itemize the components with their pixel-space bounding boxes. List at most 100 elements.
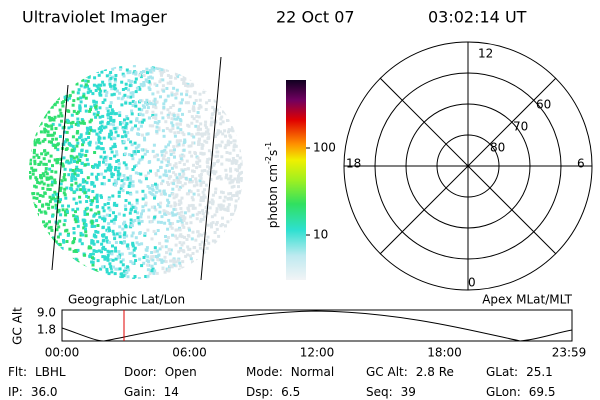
pixel (191, 260, 194, 264)
pixel (38, 247, 42, 251)
pixel (181, 214, 185, 218)
pixel (76, 91, 80, 95)
pixel (83, 266, 87, 270)
pixel (70, 179, 74, 182)
pixel (189, 69, 192, 73)
pixel (127, 153, 131, 157)
pixel (81, 143, 85, 147)
pixel (70, 113, 74, 117)
pixel (153, 99, 157, 103)
pixel (138, 73, 142, 77)
pixel (154, 154, 158, 158)
pixel (44, 167, 48, 171)
pixel (50, 183, 54, 187)
pixel (197, 81, 201, 85)
pixel (127, 88, 130, 92)
pixel (35, 65, 39, 68)
pixel (166, 181, 170, 184)
pixel (172, 179, 176, 182)
pixel (138, 231, 142, 234)
pixel (178, 154, 182, 158)
pixel (31, 231, 35, 235)
pixel (29, 86, 32, 90)
pixel (90, 219, 94, 223)
pixel (84, 153, 88, 157)
pixel (63, 187, 67, 191)
pixel (56, 235, 60, 239)
pixel (229, 141, 233, 145)
pixel (108, 164, 112, 168)
pixel (146, 185, 150, 188)
pixel (125, 234, 129, 238)
pixel (162, 134, 166, 138)
pixel (168, 252, 172, 256)
pixel (154, 208, 158, 212)
pixel (197, 137, 201, 141)
pixel (190, 270, 194, 274)
pixel (147, 171, 150, 175)
pixel (219, 207, 223, 211)
pixel (210, 151, 214, 155)
pixel (158, 69, 162, 73)
info-value: LBHL (35, 365, 66, 379)
info-value: 6.5 (281, 385, 300, 399)
pixel (159, 220, 163, 224)
pixel (61, 208, 65, 212)
pixel (144, 248, 148, 252)
pixel (126, 266, 130, 269)
pixel (216, 248, 220, 252)
pixel (68, 247, 72, 251)
pixel (75, 82, 79, 86)
pixel (142, 261, 146, 265)
pixel (155, 271, 159, 275)
pixel (189, 77, 193, 81)
pixel (112, 203, 116, 207)
pixel (109, 133, 113, 137)
pixel (50, 65, 54, 68)
pixel (161, 84, 165, 88)
pixel (100, 128, 103, 132)
pixel (131, 126, 135, 130)
pixel (175, 193, 179, 197)
pixel (124, 101, 128, 105)
pixel (166, 68, 169, 72)
pixel (44, 162, 48, 166)
pixel (101, 101, 105, 104)
pixel (163, 148, 167, 152)
pixel (168, 128, 172, 132)
pixel (155, 186, 159, 190)
pixel (109, 147, 113, 151)
pixel (62, 176, 66, 179)
pixel (33, 79, 37, 83)
pixel (143, 193, 147, 197)
pixel (174, 72, 178, 76)
pixel (188, 68, 192, 72)
pixel (59, 213, 63, 217)
pixel (57, 254, 61, 258)
pixel (44, 101, 48, 105)
pixel (186, 207, 190, 211)
pixel (62, 270, 66, 274)
pixel (108, 82, 112, 86)
pixel (213, 135, 217, 138)
pixel (114, 215, 118, 219)
pixel (182, 148, 186, 152)
alt-x-tick: 12:00 (300, 346, 335, 360)
pixel (229, 174, 233, 178)
pixel (123, 126, 127, 129)
pixel (174, 234, 177, 238)
pixel (42, 271, 46, 275)
pixel (44, 273, 48, 277)
pixel (219, 117, 223, 121)
pixel (63, 193, 67, 197)
pixel (81, 180, 85, 184)
pixel (29, 162, 32, 166)
pixel (89, 208, 93, 212)
pixel (177, 131, 181, 134)
pixel (215, 264, 218, 267)
pixel (198, 98, 202, 102)
pixel (46, 78, 50, 82)
pixel (185, 93, 189, 97)
pixel (61, 164, 65, 168)
pixel (175, 184, 179, 188)
